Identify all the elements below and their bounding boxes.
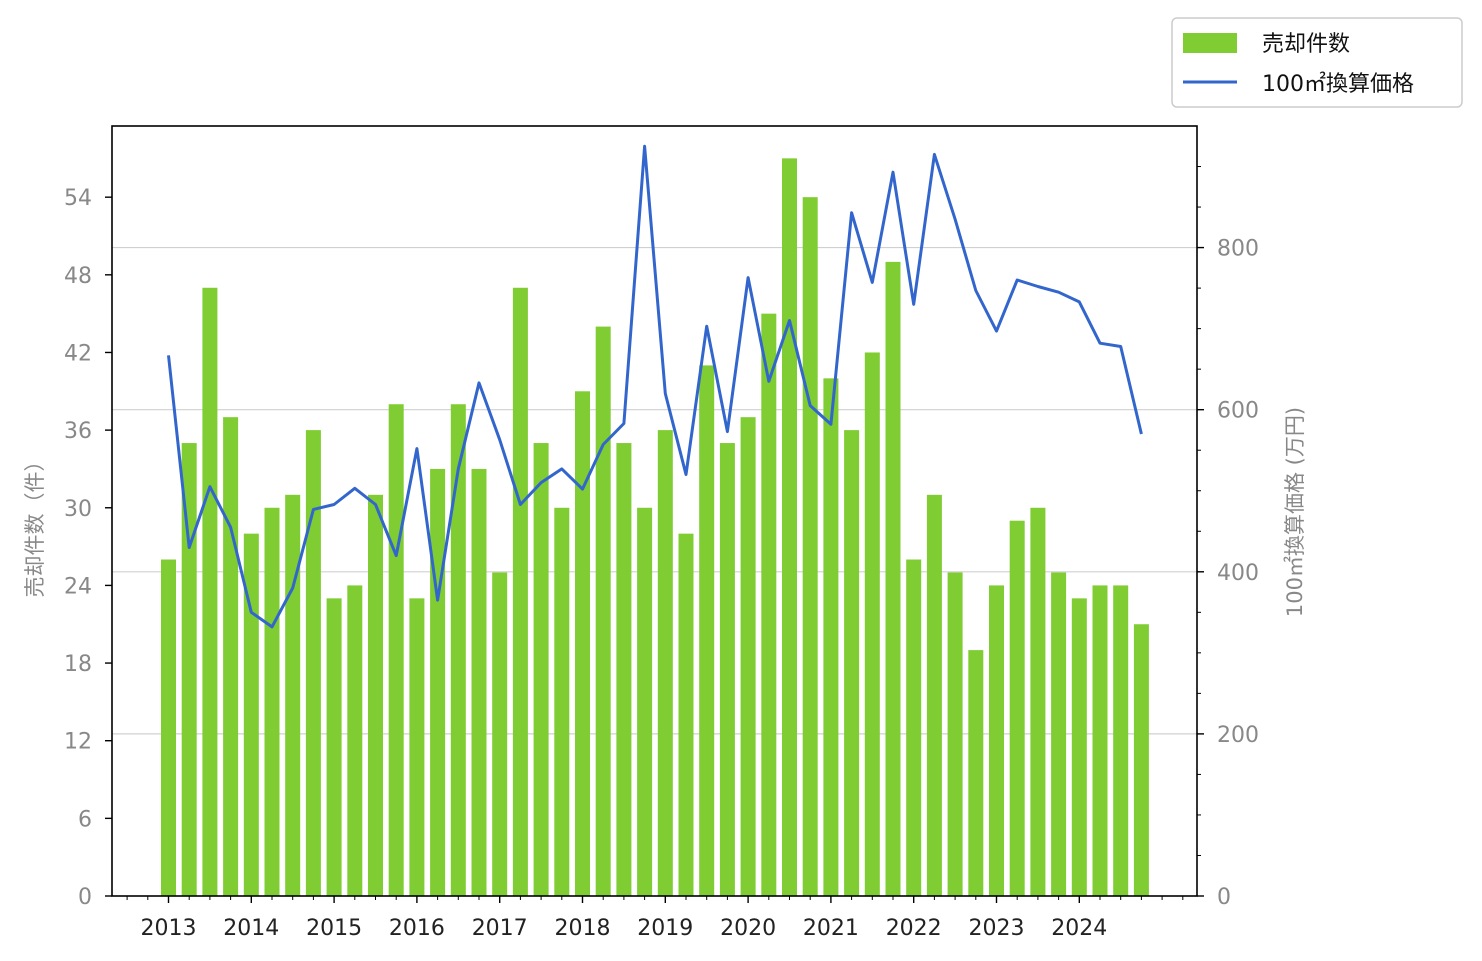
bar <box>906 559 922 896</box>
x-tick-label: 2015 <box>306 916 362 941</box>
x-tick-label: 2013 <box>141 916 197 941</box>
bar <box>926 494 942 896</box>
bar <box>719 443 735 896</box>
left-tick-label: 0 <box>78 885 92 910</box>
bar <box>989 585 1004 896</box>
bar <box>430 468 446 896</box>
bar <box>616 443 632 896</box>
legend-box <box>1171 17 1463 108</box>
left-tick-label: 12 <box>64 730 92 755</box>
bar <box>492 572 508 896</box>
bar <box>1092 585 1108 896</box>
bar <box>1113 585 1129 896</box>
legend: 売却件数 100㎡換算価格 <box>1171 17 1463 108</box>
bar <box>1133 624 1149 896</box>
bar <box>802 197 818 897</box>
bar <box>1030 507 1046 896</box>
bar <box>1009 520 1025 896</box>
left-tick-label: 6 <box>78 807 92 832</box>
bar <box>554 507 570 896</box>
bar <box>533 443 549 896</box>
bar <box>947 572 963 896</box>
left-tick-label: 36 <box>64 419 92 444</box>
bar <box>595 326 611 896</box>
left-tick-label: 24 <box>64 574 92 599</box>
bar <box>264 507 280 896</box>
bar <box>678 533 694 896</box>
legend-bar-label: 売却件数 <box>1262 32 1350 57</box>
left-tick-label: 48 <box>64 264 92 289</box>
left-tick-label: 30 <box>64 497 92 522</box>
x-tick-label: 2021 <box>803 916 859 941</box>
bar <box>844 430 860 896</box>
bar <box>699 365 715 897</box>
bar <box>181 443 197 896</box>
left-tick-label: 42 <box>64 341 92 366</box>
bar <box>1051 572 1067 896</box>
right-tick-label: 0 <box>1217 885 1231 910</box>
bar <box>471 468 487 896</box>
bar <box>223 417 239 896</box>
left-axis-ticks: 0 6 12 18 24 30 36 42 48 54 <box>64 186 112 910</box>
bar <box>1071 598 1087 896</box>
x-tick-label: 2022 <box>886 916 942 941</box>
bar <box>864 352 880 896</box>
x-axis-ticks: 2013 2014 2015 2016 2017 2018 2019 2020 2021 2022… <box>126 896 1184 941</box>
right-tick-label: 800 <box>1217 237 1259 262</box>
bar <box>761 313 777 896</box>
right-tick-label: 400 <box>1217 561 1259 586</box>
right-tick-label: 200 <box>1217 723 1259 748</box>
price-line <box>167 144 1143 629</box>
bar <box>347 585 363 896</box>
bar <box>968 650 984 896</box>
bar <box>782 158 797 897</box>
bar <box>388 404 404 896</box>
plot-frame <box>111 125 1198 897</box>
bar <box>202 287 218 896</box>
bar <box>285 494 301 896</box>
bar <box>305 430 321 896</box>
left-axis-title: 売却件数（件） <box>23 451 47 598</box>
bar <box>409 598 425 896</box>
x-tick-label: 2019 <box>637 916 693 941</box>
right-tick-label: 600 <box>1217 399 1259 424</box>
bar <box>740 417 756 896</box>
bar-series <box>161 158 1149 897</box>
bar <box>243 533 259 896</box>
bar <box>512 287 528 896</box>
x-tick-label: 2023 <box>969 916 1025 941</box>
x-tick-label: 2014 <box>223 916 279 941</box>
left-tick-label: 54 <box>64 186 92 211</box>
bar <box>161 559 176 896</box>
bar <box>657 430 673 896</box>
x-tick-label: 2018 <box>555 916 611 941</box>
x-tick-label: 2020 <box>720 916 776 941</box>
x-tick-label: 2016 <box>389 916 445 941</box>
x-tick-label: 2017 <box>472 916 528 941</box>
bar <box>575 391 590 896</box>
right-axis-ticks: 0 200 400 600 800 <box>1197 166 1259 910</box>
bar <box>885 261 901 897</box>
right-axis-title: 100㎡換算価格 (万円) <box>1283 407 1307 617</box>
legend-bar-swatch <box>1183 33 1237 53</box>
bar <box>368 494 383 896</box>
bar <box>823 378 839 897</box>
left-tick-label: 18 <box>64 652 92 677</box>
bar <box>637 507 653 896</box>
legend-line-label: 100㎡換算価格 <box>1262 71 1414 97</box>
x-tick-label: 2024 <box>1051 916 1107 941</box>
line-series <box>167 144 1143 629</box>
bar <box>450 404 466 896</box>
bar <box>326 598 342 896</box>
